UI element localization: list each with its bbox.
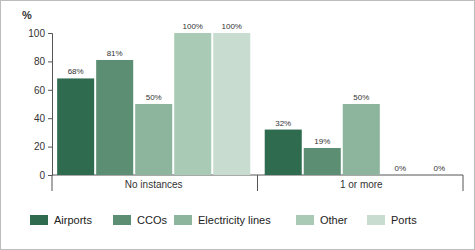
- y-tick-mark: [48, 61, 52, 62]
- y-tick-mark: [48, 33, 52, 34]
- y-tick-label: 100: [28, 28, 45, 39]
- legend: Airports CCOs Electricity lines Other Ports: [30, 214, 417, 226]
- y-tick: 60: [34, 85, 52, 96]
- legend-swatch: [174, 215, 192, 225]
- legend-swatch: [113, 215, 131, 225]
- bar: [304, 148, 341, 175]
- legend-label: CCOs: [137, 214, 167, 226]
- y-tick-mark: [48, 118, 52, 119]
- y-tick: 0: [39, 170, 52, 181]
- y-axis-title: %: [22, 9, 32, 21]
- data-label: 100%: [183, 22, 203, 31]
- bar: [135, 104, 172, 175]
- y-axis: 0 20 40 60 80 100: [28, 28, 52, 181]
- bar: [382, 175, 419, 176]
- data-label: 100%: [222, 22, 242, 31]
- bars: [57, 33, 380, 175]
- y-tick-mark: [48, 147, 52, 148]
- y-tick-label: 0: [39, 170, 45, 181]
- legend-label: Other: [320, 214, 348, 226]
- y-tick-mark: [48, 90, 52, 91]
- y-tick-label: 80: [34, 56, 46, 67]
- y-tick-label: 40: [34, 113, 46, 124]
- legend-label: Ports: [391, 214, 417, 226]
- legend-swatch: [367, 215, 385, 225]
- y-tick: 100: [28, 28, 52, 39]
- x-tick-label: No instances: [125, 179, 183, 190]
- bar: [57, 78, 94, 175]
- legend-item: CCOs: [113, 214, 167, 226]
- legend-item: Ports: [367, 214, 417, 226]
- legend-label: Electricity lines: [198, 214, 271, 226]
- category-separator: [257, 175, 258, 191]
- legend-swatch: [296, 215, 314, 225]
- y-tick: 80: [34, 56, 52, 67]
- x-tick-label: 1 or more: [340, 179, 383, 190]
- plot: 0 20 40 60 80 100% No instances 1 or more 68% 32%…: [22, 9, 463, 191]
- outer-frame: [1, 1, 475, 250]
- data-label: 68%: [68, 67, 84, 76]
- data-label: 0%: [434, 164, 446, 173]
- data-label: 81%: [107, 49, 123, 58]
- y-tick-mark: [48, 175, 52, 176]
- y-tick: 40: [34, 113, 52, 124]
- bar: [213, 33, 250, 175]
- bar: [174, 33, 211, 175]
- bar: [265, 130, 302, 175]
- y-tick: 20: [34, 141, 52, 152]
- legend-item: Airports: [30, 214, 92, 226]
- data-label: 50%: [353, 93, 369, 102]
- y-tick-label: 60: [34, 85, 46, 96]
- data-label: 50%: [146, 93, 162, 102]
- legend-label: Airports: [54, 214, 92, 226]
- legend-item: Electricity lines: [174, 214, 271, 226]
- y-tick-label: 20: [34, 141, 46, 152]
- data-label: 32%: [275, 119, 291, 128]
- data-label: 0%: [395, 164, 407, 173]
- chart: 0 20 40 60 80 100% No instances 1 or more 68% 32%…: [0, 0, 475, 250]
- legend-item: Other: [296, 214, 348, 226]
- data-labels: 68% 32% 81% 19% 50% 50% 100% 0% 100% 0%: [68, 22, 445, 173]
- bar: [421, 175, 458, 176]
- category-separator: [52, 175, 53, 191]
- data-label: 19%: [314, 137, 330, 146]
- legend-swatch: [30, 215, 48, 225]
- category-separator: [463, 175, 464, 191]
- y-axis-line: [48, 34, 53, 176]
- bar: [343, 104, 380, 175]
- bar: [96, 60, 133, 175]
